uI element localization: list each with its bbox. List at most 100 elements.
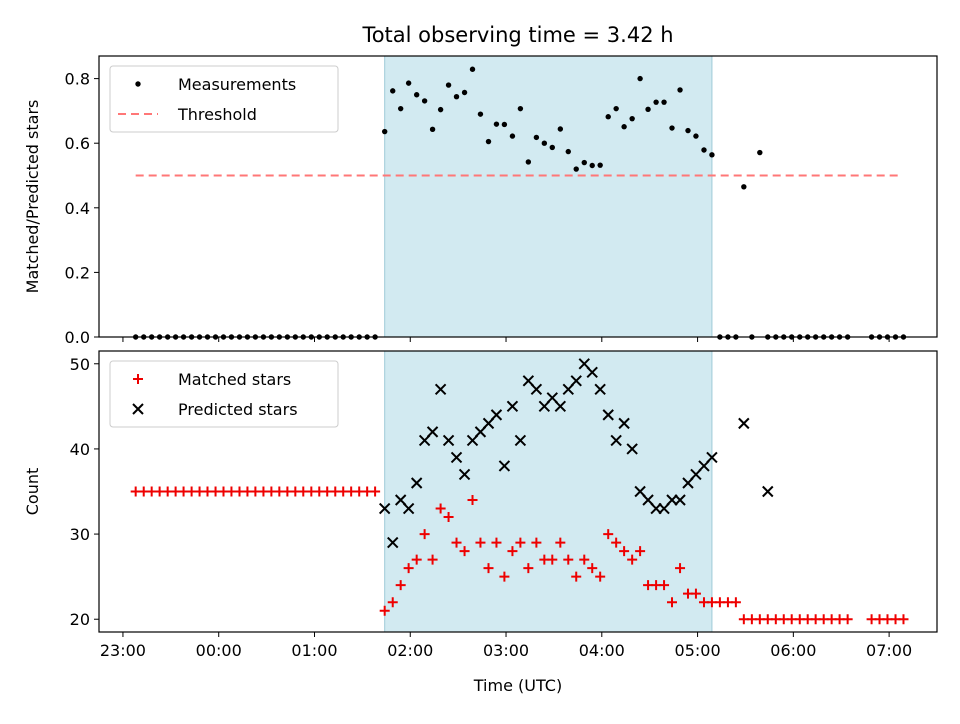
panel-1-series-measurements-point (741, 184, 747, 190)
panel-2-series-matched-stars-point (435, 503, 446, 514)
x-tick-label: 06:00 (770, 641, 816, 660)
panel-2-series-matched-stars-point (898, 614, 909, 625)
x-tick-label: 02:00 (387, 641, 433, 660)
panel-2-series-matched-stars (130, 486, 909, 625)
panel-1-y-tick-label: 0.0 (65, 328, 90, 347)
panel-2-series-matched-stars-point (475, 537, 486, 548)
x-axis-label: Time (UTC) (473, 676, 562, 695)
panel-1-series-measurements-point (653, 99, 659, 105)
panel-1-legend-marker (135, 81, 141, 87)
panel-1-series-measurements-point (549, 144, 555, 151)
panel-2-series-matched-stars-point (571, 571, 582, 582)
x-tick-label: 01:00 (291, 641, 337, 660)
panel-2-series-matched-stars-point (667, 597, 677, 608)
panel-1-series-measurements-point (677, 87, 683, 93)
panel-1-legend-box (109, 65, 339, 133)
panel-2-series-matched-stars-point (491, 537, 502, 548)
panel-2-series-matched-stars-point (730, 597, 741, 608)
panel-2-series-matched-stars-point (595, 571, 606, 582)
panel-2-series-matched-stars-point (419, 529, 430, 540)
panel-2-series-matched-stars-point (387, 597, 398, 608)
panel-2-series-matched-stars-point (427, 554, 438, 565)
panel-2-series-matched-stars-point (603, 529, 614, 540)
x-tick-label: 04:00 (579, 641, 625, 660)
panel-2-series-matched-stars-point (619, 546, 630, 557)
panel-2-series-predicted-stars-point (378, 502, 391, 515)
panel-2-series-predicted-stars-point (554, 400, 567, 413)
panel-2-series-matched-stars-point (459, 546, 470, 557)
panel-1-series-measurements-point (757, 149, 763, 156)
panel-1-series-measurements-point (565, 148, 571, 155)
panel-1-legend-label: Threshold (177, 105, 257, 124)
panel-1-series-measurements-point (437, 106, 444, 113)
panel-2-series-predicted-stars-point (458, 468, 471, 481)
panel-1-series-measurements-point (573, 166, 579, 172)
panel-1-series-measurements-point (637, 75, 643, 82)
panel-2-series-matched-stars-point (443, 512, 454, 523)
panel-2-series-matched-stars-point (675, 563, 686, 574)
panel-1-series-measurements-point (485, 138, 492, 145)
panel-1-legend-label: Measurements (178, 75, 296, 94)
panel-1-series-measurements-point (397, 105, 404, 112)
x-tick-label: 03:00 (483, 641, 529, 660)
x-tick-label: 05:00 (675, 641, 721, 660)
panel-2-series-predicted-stars-point (434, 383, 447, 396)
panel-2-series-matched-stars-point (531, 537, 542, 548)
panel-1-series-measurements-point (525, 159, 532, 165)
panel-2-series-predicted-stars (378, 358, 774, 549)
panel-2-series-predicted-stars-point (402, 502, 415, 515)
panel-1-series-measurements-point (645, 106, 651, 112)
panel-2-series-matched-stars-point (451, 537, 462, 548)
panel-1-series-measurements-point (629, 115, 635, 122)
panel-2-series-predicted-stars-point (618, 417, 630, 430)
panel-1-series-measurements-point (701, 147, 707, 153)
panel-2-series-matched-stars-point (690, 588, 701, 599)
panel-1-series-measurements-point (469, 66, 476, 72)
panel-1-series-measurements-point (445, 82, 452, 88)
panel-2-series-predicted-stars-point (706, 451, 718, 464)
panel-2-legend-label: Matched stars (178, 370, 291, 389)
panel-2-series-predicted-stars-point (570, 375, 582, 387)
panel-1-series-measurements-point (613, 105, 619, 112)
panel-2-legend-marker (133, 374, 143, 384)
panel-2-series-matched-stars-point (587, 563, 598, 574)
panel-1-y-tick-label: 0.4 (65, 199, 90, 218)
panel-1-series-measurements-point (661, 99, 667, 105)
panel-1-series-measurements-point (453, 93, 460, 100)
panel-1-series-measurements-point (429, 126, 436, 133)
panel-1-series-measurements-point (517, 105, 524, 112)
panel-2-series-matched-stars-point (842, 614, 853, 625)
panel-2-series-matched-stars-point (499, 571, 510, 582)
panel-2-series-predicted-stars-point (602, 409, 614, 421)
panel-2-series-predicted-stars-point (498, 460, 511, 472)
panel-1-series-measurements-point (381, 128, 388, 135)
panel-2-y-axis-label: Count (23, 468, 42, 516)
panel-1-series-measurements-point (621, 124, 627, 130)
panel-1-series-measurements-point (509, 133, 516, 139)
panel-2-legend-box (109, 360, 339, 428)
panel-2-series-predicted-stars-point (514, 434, 527, 447)
panel-2-series-matched-stars-point (563, 554, 574, 565)
panel-2-series-matched-stars-point (627, 554, 638, 565)
panel-1-series-measurements-point (413, 92, 420, 98)
panel-2-series-matched-stars-point (395, 580, 406, 591)
panel-1-series-measurements-point (477, 111, 484, 117)
panel-1-y-tick-label: 0.2 (65, 263, 90, 282)
axes-layer: 0.0 0.2 0.4 0.6 0.8 Matched/Predicted stars 20… (23, 55, 938, 660)
x-tick-label: 23:00 (100, 641, 146, 660)
panel-2-series-predicted-stars-point (610, 434, 622, 447)
panel-2-legend-marker (132, 403, 144, 415)
panel-2-series-predicted-stars-point (450, 451, 463, 464)
panel-1-series-measurements-point (390, 88, 396, 94)
panel-1-series-measurements-point (709, 152, 715, 158)
panel-2-series-predicted-stars-point (594, 383, 606, 396)
panel-1-series-measurements-point (589, 162, 595, 169)
panel-1-frame (98, 55, 938, 338)
panel-2-series-matched-stars-point (555, 537, 566, 548)
panel-2-series-matched-stars-point (635, 546, 646, 557)
panel-2-series-matched-stars-point (515, 537, 526, 548)
panel-1-series-measurements-point (405, 80, 412, 86)
panel-1-y-axis-label: Matched/Predicted stars (23, 100, 42, 294)
panel-2-series-matched-stars-point (579, 554, 590, 565)
